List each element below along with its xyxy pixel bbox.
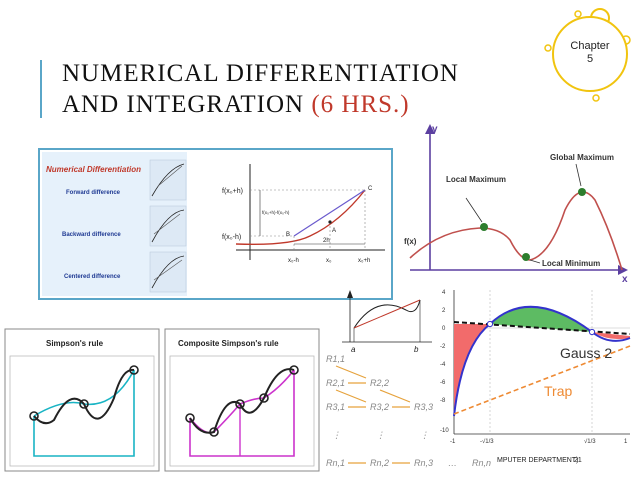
numerical-differentiation-figure: Numerical Differentiation Forward differ… xyxy=(46,159,385,293)
x-tick-m-sqrt: -√1/3 xyxy=(480,438,494,445)
method-backward: Backward difference xyxy=(62,232,121,238)
global-maximum-label: Global Maximum xyxy=(550,153,614,162)
x-tick-sqrt: √1/3 xyxy=(584,438,596,445)
label-point-c: C xyxy=(368,186,373,192)
local-minimum-label: Local Minimum xyxy=(542,259,600,268)
label-x0: x₀ xyxy=(326,258,332,264)
label-x0-minus-h: x₀-h xyxy=(288,258,299,264)
label-difference-fraction: f(x₀+h)-f(x₀-h) xyxy=(262,210,290,215)
chapter-number: 5 xyxy=(586,53,594,65)
label-point-b: B xyxy=(286,232,290,238)
romberg-rn2: Rn,2 xyxy=(370,458,389,468)
gauss-label: Gauss 2 xyxy=(560,345,612,361)
deco-circle-4 xyxy=(544,44,552,52)
label-2h: 2h xyxy=(323,238,330,244)
title-line-1: NUMERICAL DIFFERENTIATION xyxy=(62,60,459,87)
y-tick-4: 4 xyxy=(442,290,446,296)
slide-title: NUMERICAL DIFFERENTIATION AND INTEGRATIO… xyxy=(62,58,459,120)
page-number: 21 xyxy=(574,457,582,464)
simpson-rule-panel: Simpson's rule xyxy=(4,328,160,472)
y-tick-m8: -8 xyxy=(440,398,446,404)
y-tick-0: 0 xyxy=(442,326,446,332)
title-hours-highlight: (6 HRS.) xyxy=(311,91,410,118)
numerical-differentiation-panel: Numerical Differentiation Forward differ… xyxy=(38,148,393,300)
romberg-r33: R3,3 xyxy=(414,402,433,412)
local-maximum-text: Local Maximum xyxy=(446,175,506,184)
gauss-trap-chart: Gauss 2 Trap 4 2 0 -2 -4 -6 -8 -10 -1 -√… xyxy=(440,286,634,452)
romberg-r32: R3,2 xyxy=(370,402,389,412)
romberg-ellipsis: … xyxy=(448,458,457,468)
thumbnail-backward xyxy=(149,205,187,247)
x-tick-1: 1 xyxy=(624,439,628,445)
thumbnail-centered xyxy=(149,251,187,293)
simpson-title: Simpson's rule xyxy=(46,339,104,348)
thumbnail-forward xyxy=(149,159,187,201)
label-b: b xyxy=(414,345,419,354)
romberg-rn1: Rn,1 xyxy=(326,458,345,468)
romberg-dots-2: ⋮ xyxy=(376,430,385,440)
axis-x-label: x xyxy=(622,274,628,285)
trap-label: Trap xyxy=(544,383,572,399)
chapter-label: Chapter xyxy=(570,40,610,52)
title-accent-bar xyxy=(40,60,42,118)
romberg-table: R1,1 R2,1 R2,2 R3,1 R3,2 R3,3 ⋮ ⋮ ⋮ Rn,1… xyxy=(326,354,491,468)
title-line-2: AND INTEGRATION (6 HRS.) xyxy=(62,89,459,120)
y-tick-2: 2 xyxy=(442,308,446,314)
title-line-2-main: AND INTEGRATION xyxy=(62,91,305,118)
centered-difference-graph: f(x₀+h) f(x₀-h) f(x₀+h)-f(x₀-h) 2h B A C… xyxy=(222,164,385,264)
footer-text: MPUTER DEPARTMENT) xyxy=(497,457,579,464)
label-f-x0-plus-h: f(x₀+h) xyxy=(222,188,243,195)
romberg-dots-1: ⋮ xyxy=(332,430,341,440)
y-tick-m2: -2 xyxy=(440,344,446,350)
method-centered: Centered difference xyxy=(64,274,121,280)
label-a: a xyxy=(351,345,356,354)
nd-heading: Numerical Differentiation xyxy=(46,165,141,174)
y-tick-m4: -4 xyxy=(440,362,446,368)
y-tick-m6: -6 xyxy=(440,380,446,386)
chapter-badge: Chapter 5 xyxy=(552,16,628,92)
romberg-rn3: Rn,3 xyxy=(414,458,433,468)
axis-y-label: y xyxy=(432,124,438,135)
extrema-graph: y x f(x) Local Maximum Global Maximum Lo… xyxy=(404,124,628,285)
integral-sketch: a b xyxy=(342,290,432,354)
label-point-a: A xyxy=(332,228,336,234)
romberg-r31: R3,1 xyxy=(326,402,345,412)
romberg-dots-3: ⋮ xyxy=(420,430,429,440)
label-x0-plus-h: x₀+h xyxy=(358,258,370,264)
romberg-r22: R2,2 xyxy=(370,378,389,388)
composite-simpson-title: Composite Simpson's rule xyxy=(178,339,279,348)
label-f-x0-minus-h: f(x₀-h) xyxy=(222,234,241,241)
fx-label: f(x) xyxy=(404,237,417,246)
romberg-r21: R2,1 xyxy=(326,378,345,388)
x-tick-m1: -1 xyxy=(450,439,456,445)
method-forward: Forward difference xyxy=(66,190,121,196)
deco-circle-5 xyxy=(592,94,600,102)
y-tick-m10: -10 xyxy=(440,428,449,434)
romberg-rnn: Rn,n xyxy=(472,458,491,468)
local-maximum-label: Local Maximum xyxy=(446,175,506,184)
romberg-r11: R1,1 xyxy=(326,354,345,364)
composite-simpson-panel: Composite Simpson's rule xyxy=(164,328,320,472)
